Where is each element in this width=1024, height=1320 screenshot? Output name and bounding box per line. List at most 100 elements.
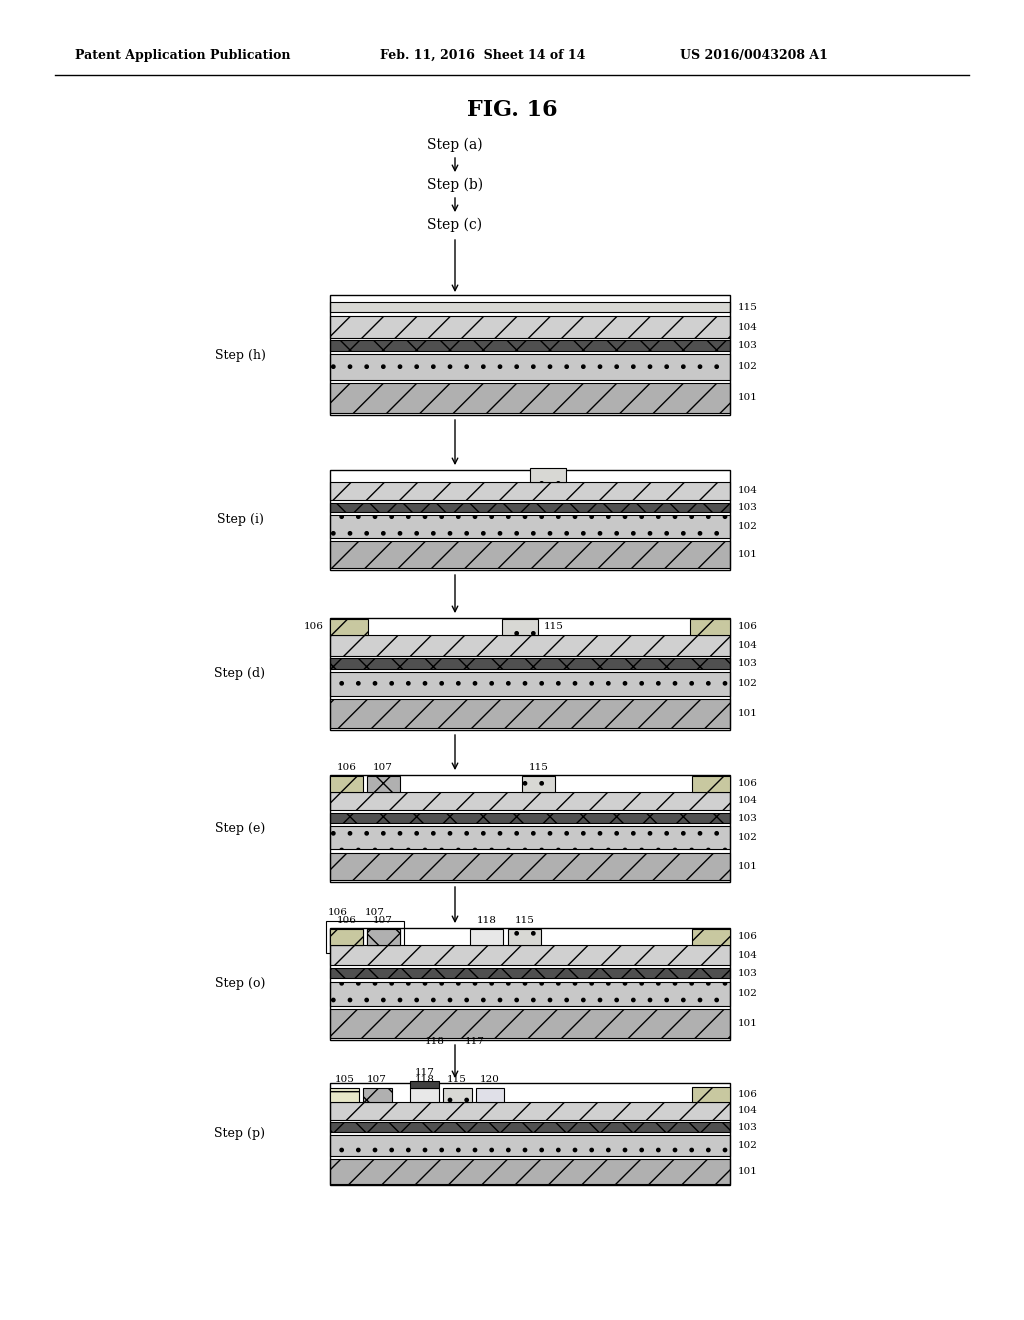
Bar [330, 1010, 730, 1038]
Text: 115: 115 [544, 623, 564, 631]
Bar [330, 1134, 730, 1156]
Text: 107: 107 [365, 908, 385, 916]
Text: Patent Application Publication: Patent Application Publication [75, 49, 291, 62]
Bar [330, 672, 730, 696]
Text: 107: 107 [374, 763, 393, 771]
Bar [367, 776, 399, 792]
Text: Step (d): Step (d) [214, 668, 265, 681]
Text: Step (a): Step (a) [427, 137, 482, 152]
Text: 107: 107 [374, 916, 393, 924]
Text: 106: 106 [738, 779, 758, 788]
Bar [330, 482, 730, 500]
Bar [330, 541, 730, 568]
Text: 103: 103 [738, 813, 758, 822]
Text: Feb. 11, 2016  Sheet 14 of 14: Feb. 11, 2016 Sheet 14 of 14 [380, 49, 586, 62]
Text: 101: 101 [738, 1167, 758, 1176]
Bar [330, 315, 730, 338]
Bar [330, 618, 730, 730]
Bar [330, 826, 730, 849]
Text: 103: 103 [738, 659, 758, 668]
Bar [330, 470, 730, 570]
Text: 103: 103 [738, 341, 758, 350]
Text: 101: 101 [738, 550, 758, 558]
Text: 118: 118 [415, 1074, 434, 1084]
Bar [522, 776, 555, 792]
Text: 106: 106 [337, 916, 356, 924]
Bar [330, 945, 730, 965]
Bar [330, 928, 730, 1040]
Text: 106: 106 [337, 763, 356, 771]
Text: 104: 104 [738, 642, 758, 651]
Bar [330, 619, 368, 635]
Text: Step (i): Step (i) [216, 513, 263, 527]
Text: 102: 102 [738, 1140, 758, 1150]
Text: 120: 120 [480, 1074, 500, 1084]
Text: 104: 104 [738, 1106, 758, 1115]
Text: 118: 118 [476, 916, 497, 924]
Text: 102: 102 [738, 833, 758, 842]
Text: 104: 104 [738, 486, 758, 495]
Bar [330, 294, 730, 414]
Bar [330, 341, 730, 351]
Bar [330, 383, 730, 413]
Text: 104: 104 [738, 796, 758, 805]
Bar [502, 619, 538, 635]
Text: 101: 101 [738, 1019, 758, 1028]
Text: 115: 115 [528, 763, 548, 771]
Text: 115: 115 [738, 302, 758, 312]
Bar [692, 928, 730, 945]
Text: 105: 105 [335, 1074, 354, 1084]
Bar [330, 792, 730, 810]
Text: Step (h): Step (h) [215, 348, 265, 362]
Bar [330, 982, 730, 1006]
Text: Step (p): Step (p) [214, 1127, 265, 1140]
Text: 115: 115 [447, 1074, 467, 1084]
Bar [330, 813, 730, 824]
Bar [330, 515, 730, 539]
Bar [330, 635, 730, 656]
Text: Step (b): Step (b) [427, 178, 483, 193]
Text: US 2016/0043208 A1: US 2016/0043208 A1 [680, 49, 827, 62]
Bar [330, 659, 730, 669]
Text: 101: 101 [738, 862, 758, 871]
Text: FIG. 16: FIG. 16 [467, 99, 557, 121]
Text: Step (c): Step (c) [427, 218, 482, 232]
Text: 104: 104 [738, 322, 758, 331]
Text: 103: 103 [738, 969, 758, 978]
Bar [330, 968, 730, 978]
Bar [410, 1088, 439, 1102]
Bar [330, 928, 362, 945]
Text: 102: 102 [738, 680, 758, 688]
Bar [330, 302, 730, 313]
Text: 107: 107 [368, 1074, 387, 1084]
Bar [326, 920, 403, 953]
Bar [330, 853, 730, 880]
Text: 103: 103 [738, 503, 758, 512]
Bar [692, 776, 730, 792]
Text: 118: 118 [425, 1038, 445, 1047]
Text: Step (o): Step (o) [215, 978, 265, 990]
Text: 117: 117 [415, 1068, 434, 1077]
Text: Step (e): Step (e) [215, 822, 265, 836]
Text: 106: 106 [738, 1090, 758, 1098]
Text: 102: 102 [738, 989, 758, 998]
Bar [330, 1159, 730, 1184]
Text: 117: 117 [465, 1038, 485, 1047]
Bar [362, 1088, 391, 1102]
Bar [475, 1088, 505, 1102]
Bar [330, 928, 362, 945]
Bar [330, 354, 730, 380]
Bar [367, 928, 399, 945]
Bar [470, 928, 503, 945]
Bar [690, 619, 730, 635]
Text: 104: 104 [738, 950, 758, 960]
Text: 103: 103 [738, 1122, 758, 1131]
Text: 101: 101 [738, 709, 758, 718]
Text: 102: 102 [738, 362, 758, 371]
Bar [410, 1081, 439, 1088]
Text: 106: 106 [738, 932, 758, 941]
Bar [508, 928, 541, 945]
Bar [367, 928, 399, 945]
Text: 106: 106 [328, 908, 348, 916]
Text: 101: 101 [738, 393, 758, 403]
